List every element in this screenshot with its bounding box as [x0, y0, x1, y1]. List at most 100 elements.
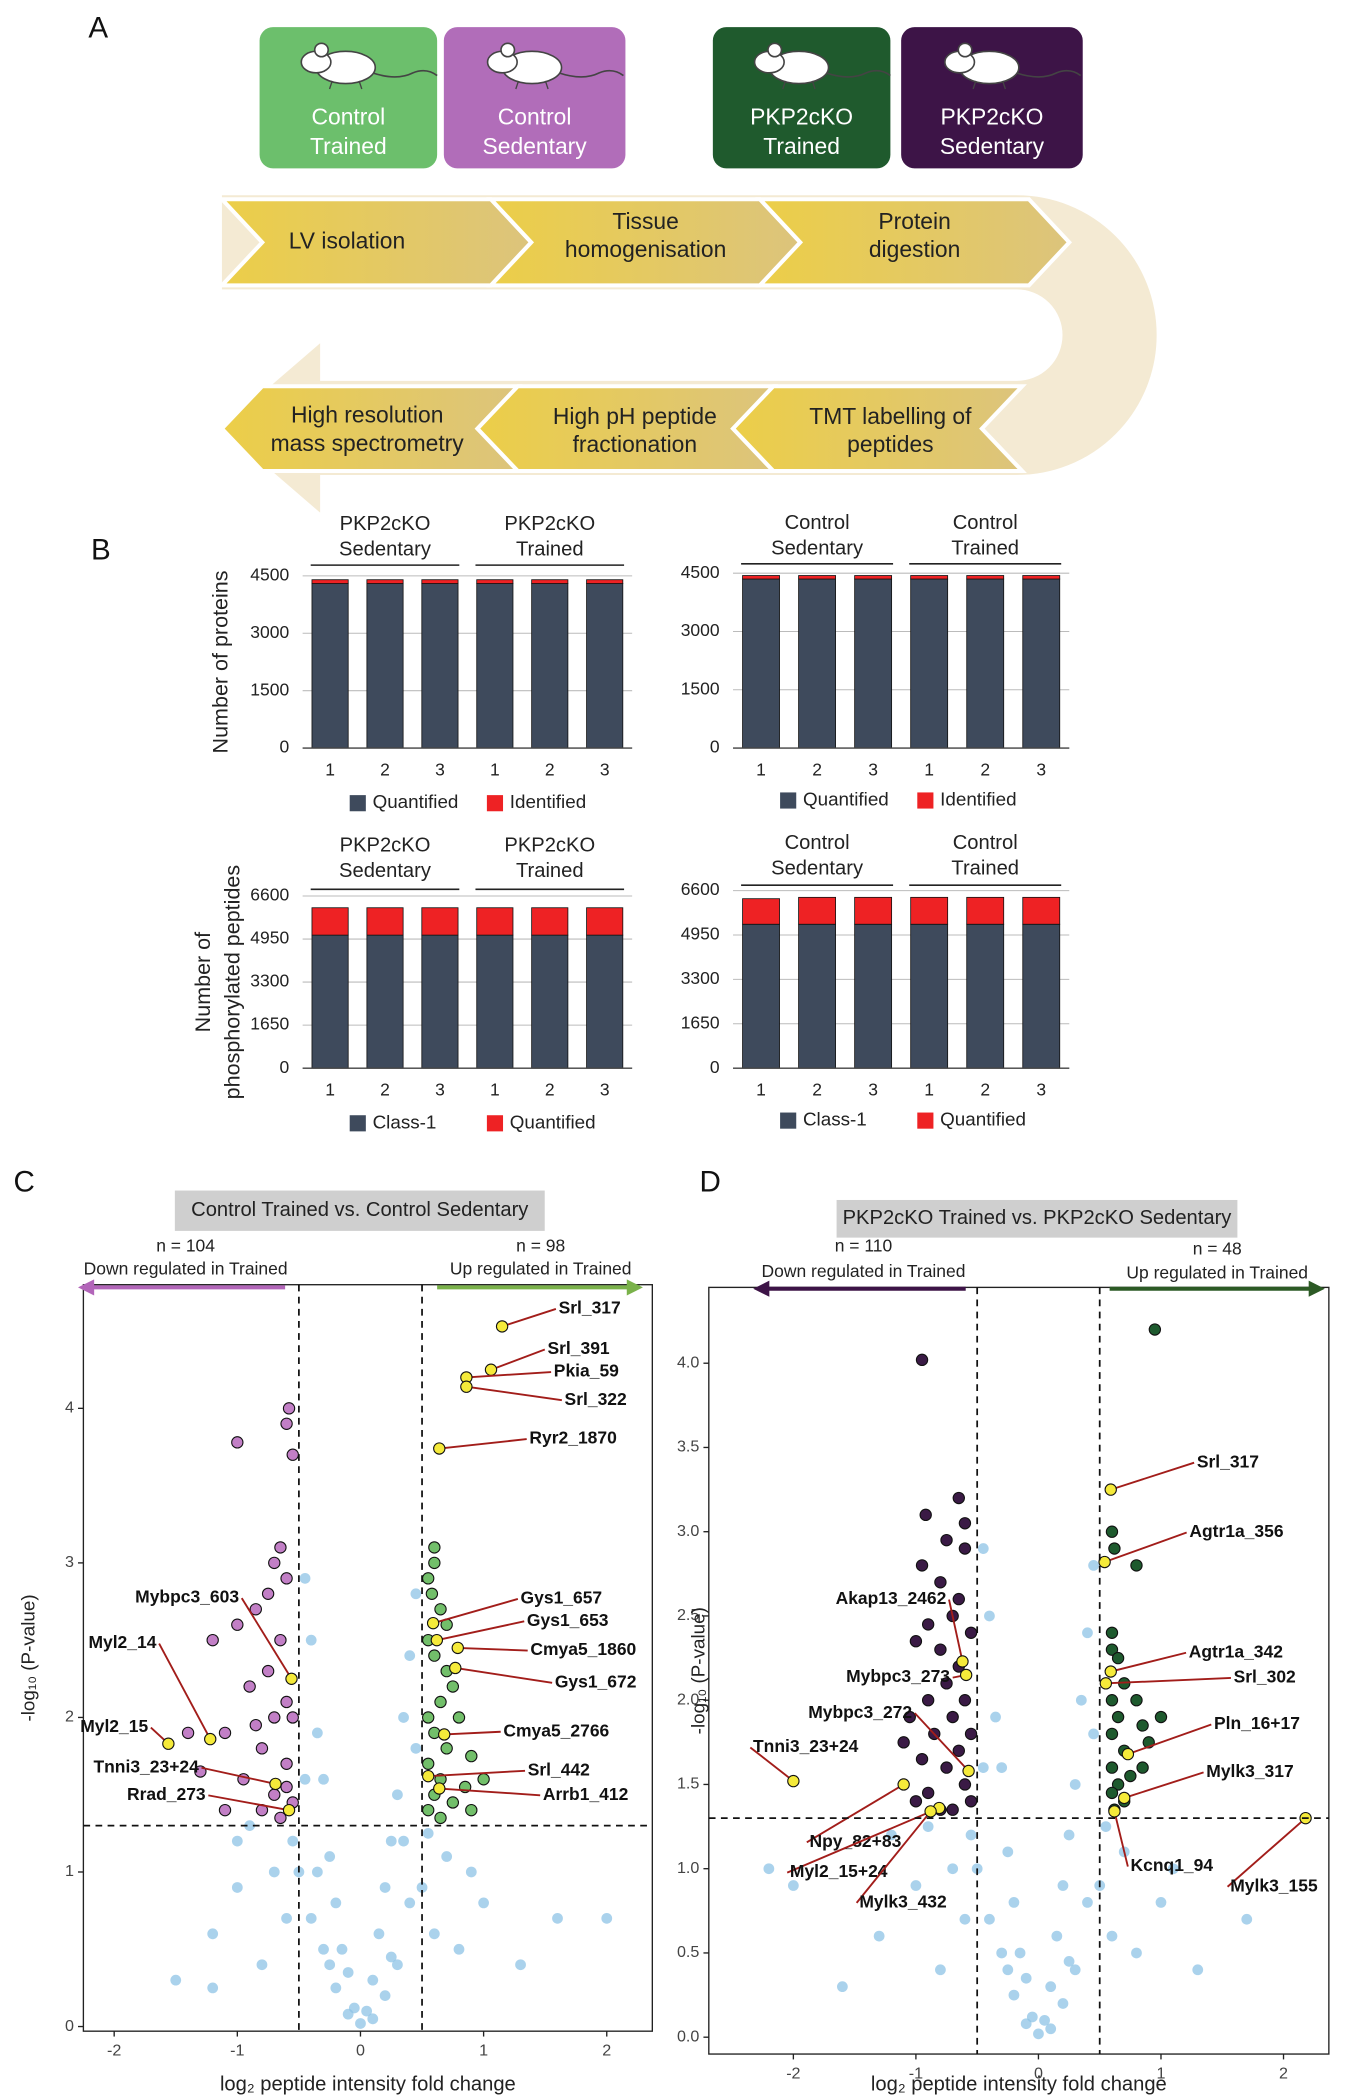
- significant-point: [428, 1541, 441, 1554]
- group-label: Sedentary: [771, 857, 864, 879]
- background-point: [787, 1880, 799, 1891]
- x-tick-label: 3: [435, 1080, 445, 1100]
- labeled-point: [1121, 1747, 1135, 1761]
- bar-segment: [476, 907, 514, 936]
- background-point: [324, 1851, 336, 1862]
- bar-segment: [966, 575, 1005, 580]
- significant-point: [915, 1559, 929, 1572]
- x-tick-label: 2: [980, 1080, 990, 1100]
- x-tick-label: -1: [909, 2064, 923, 2082]
- mouse-leg: [1002, 80, 1007, 90]
- significant-point: [452, 1711, 466, 1724]
- point-label: Agtr1a_342: [1189, 1641, 1283, 1661]
- background-point: [207, 1982, 219, 1994]
- background-point: [1051, 1930, 1063, 1942]
- panel-label: C: [14, 1166, 35, 1199]
- bar-segment: [586, 907, 624, 936]
- background-point: [311, 1866, 323, 1878]
- x-tick-label: 3: [600, 760, 610, 780]
- legend-swatch: [780, 792, 797, 809]
- background-point: [404, 1897, 416, 1909]
- point-label: Srl_391: [547, 1338, 609, 1358]
- x-tick-label: 2: [545, 1080, 555, 1100]
- point-label: Akap13_2462: [836, 1588, 947, 1608]
- significant-point: [946, 1803, 959, 1816]
- significant-point: [261, 1664, 275, 1678]
- leader-line: [749, 1746, 794, 1782]
- significant-point: [280, 1417, 293, 1430]
- background-point: [886, 1829, 897, 1841]
- significant-point: [964, 1795, 978, 1808]
- background-point: [1002, 1964, 1014, 1976]
- mouse-leg: [811, 80, 816, 90]
- point-label: Cmya5_2766: [503, 1720, 609, 1740]
- significant-point: [274, 1541, 287, 1554]
- significant-point: [1105, 1525, 1119, 1538]
- bar-segment: [311, 583, 349, 749]
- significant-point: [921, 1694, 935, 1707]
- background-point: [1008, 1989, 1020, 2001]
- significant-point: [268, 1788, 281, 1801]
- workflow-label: TMT labelling of: [809, 403, 972, 429]
- mouse-tail: [372, 69, 438, 78]
- significant-point: [465, 1803, 478, 1817]
- significant-point: [428, 1649, 441, 1662]
- significant-point: [1111, 1710, 1125, 1724]
- labeled-point: [924, 1805, 937, 1818]
- group-label: PKP2cKO: [340, 835, 431, 857]
- background-point: [256, 1959, 268, 1971]
- point-label: Srl_322: [565, 1389, 627, 1409]
- bar-segment: [531, 579, 569, 584]
- bar-segment: [586, 583, 624, 749]
- point-label: Agtr1a_356: [1189, 1521, 1283, 1541]
- count-label: n = 98: [516, 1236, 565, 1256]
- y-tick-label: 4950: [681, 924, 720, 944]
- leader-line: [208, 1794, 290, 1812]
- point-label: Gys1_657: [521, 1588, 603, 1608]
- x-tick-label: 3: [1036, 760, 1046, 780]
- background-point: [281, 1912, 292, 1924]
- labeled-point: [1108, 1805, 1121, 1818]
- background-point: [935, 1964, 946, 1976]
- leader-line: [1110, 1651, 1187, 1673]
- significant-point: [934, 1576, 947, 1589]
- background-point: [1088, 1560, 1099, 1571]
- point-label: Srl_442: [528, 1759, 590, 1779]
- leader-line: [455, 1667, 553, 1684]
- legend-swatch: [349, 1115, 366, 1132]
- significant-point: [274, 1811, 287, 1825]
- leader-line: [201, 1766, 276, 1785]
- group-label: Sedentary: [339, 860, 432, 882]
- significant-point: [280, 1572, 293, 1585]
- background-point: [1063, 1955, 1075, 1967]
- x-tick-label: 1: [490, 760, 500, 780]
- background-point: [410, 1588, 422, 1600]
- y-tick-label: 6600: [250, 885, 289, 905]
- point-label: Rrad_273: [127, 1784, 206, 1804]
- labeled-point: [1104, 1665, 1117, 1678]
- y-tick-label: 0: [710, 1057, 720, 1077]
- labeled-point: [426, 1616, 440, 1630]
- labeled-point: [433, 1442, 446, 1455]
- x-tick-label: 1: [479, 2042, 488, 2060]
- labeled-point: [962, 1764, 975, 1778]
- significant-point: [909, 1635, 923, 1648]
- background-point: [977, 1543, 989, 1554]
- significant-point: [218, 1803, 232, 1817]
- y-axis-label: -log₁₀ (P-value): [687, 1607, 708, 1734]
- bar-segment: [798, 578, 836, 749]
- x-tick-label: 0: [1034, 2064, 1043, 2082]
- significant-point: [231, 1436, 244, 1449]
- background-point: [1167, 1863, 1179, 1875]
- bar-segment: [531, 583, 569, 749]
- bar-segment: [910, 896, 949, 925]
- legend-swatch: [486, 1115, 504, 1132]
- y-tick-label: 2.0: [677, 1690, 699, 1708]
- labeled-point: [1099, 1677, 1113, 1690]
- background-point: [1155, 1897, 1167, 1908]
- workflow-label: digestion: [869, 236, 961, 262]
- labeled-point: [460, 1380, 473, 1393]
- significant-point: [1105, 1786, 1119, 1800]
- labeled-point: [282, 1803, 296, 1817]
- bar-segment: [531, 934, 569, 1069]
